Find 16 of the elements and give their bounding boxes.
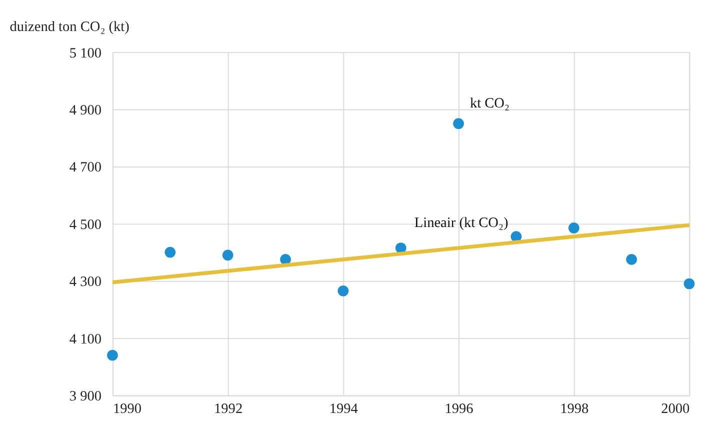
y-tick-label: 3 900	[69, 388, 102, 405]
annotation: Lineair (kt CO₂)	[414, 215, 508, 232]
y-tick-label: 4 900	[69, 102, 102, 119]
x-tick-label: 1998	[560, 400, 589, 417]
y-tick-label: 4 700	[69, 160, 102, 176]
y-tick-label: 4 500	[69, 216, 102, 233]
x-tick-label: 1996	[444, 400, 474, 417]
x-tick-label: 1992	[214, 400, 243, 417]
y-axis-title: duizend ton CO₂ (kt)	[10, 19, 130, 36]
x-tick-label: 1990	[112, 400, 142, 417]
annotation: kt CO₂	[470, 95, 510, 112]
y-tick-label: 4 300	[69, 274, 102, 290]
y-tick-label: 5 100	[69, 45, 102, 62]
x-tick-label: 2000	[661, 400, 690, 417]
y-tick-label: 4 100	[69, 331, 102, 348]
x-tick-label: 1994	[329, 400, 358, 417]
